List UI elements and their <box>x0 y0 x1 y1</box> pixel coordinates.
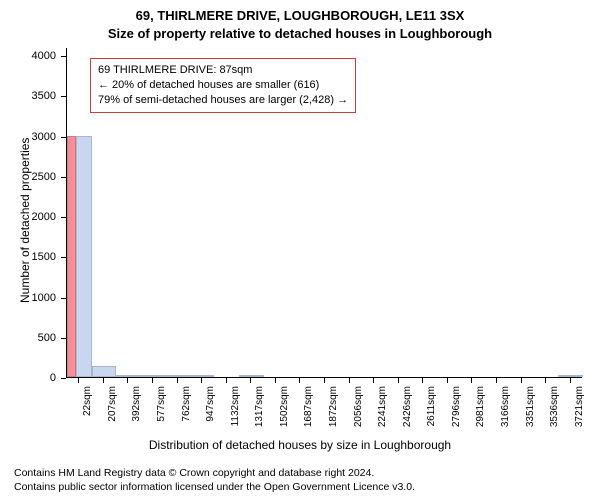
x-tick-label: 2981sqm <box>475 386 486 427</box>
chart-bar <box>141 375 166 377</box>
x-tick <box>570 378 571 383</box>
y-tick <box>61 217 66 218</box>
chart-bar-highlight <box>67 136 76 377</box>
x-tick-label: 1502sqm <box>279 386 290 427</box>
y-tick-label: 2500 <box>0 171 56 183</box>
info-line-1: 69 THIRLMERE DRIVE: 87sqm <box>98 63 348 78</box>
x-tick <box>275 378 276 383</box>
x-tick <box>521 378 522 383</box>
x-tick-label: 392sqm <box>131 386 142 422</box>
x-tick-label: 577sqm <box>156 386 167 422</box>
x-tick-label: 2796sqm <box>451 386 462 427</box>
page-title-line1: 69, THIRLMERE DRIVE, LOUGHBOROUGH, LE11 … <box>0 8 600 23</box>
x-tick-label: 22sqm <box>82 386 93 416</box>
x-tick <box>324 378 325 383</box>
x-tick <box>152 378 153 383</box>
x-tick-label: 2426sqm <box>402 386 413 427</box>
chart-bar <box>558 375 583 377</box>
x-tick <box>447 378 448 383</box>
x-tick-label: 1317sqm <box>254 386 265 427</box>
x-tick <box>201 378 202 383</box>
chart-bar <box>92 366 117 377</box>
chart-bar <box>239 375 264 377</box>
y-tick-label: 1000 <box>0 292 56 304</box>
x-tick <box>127 378 128 383</box>
x-tick-label: 3536sqm <box>549 386 560 427</box>
x-tick-label: 2611sqm <box>426 386 437 426</box>
x-tick <box>496 378 497 383</box>
chart-bar <box>190 375 215 377</box>
y-tick-label: 3000 <box>0 131 56 143</box>
x-tick-label: 3166sqm <box>500 386 511 427</box>
y-tick-label: 4000 <box>0 50 56 62</box>
y-tick-label: 1500 <box>0 251 56 263</box>
y-tick <box>61 96 66 97</box>
x-tick <box>250 378 251 383</box>
info-annotation-box: 69 THIRLMERE DRIVE: 87sqm ← 20% of detac… <box>90 58 356 113</box>
y-tick <box>61 137 66 138</box>
x-tick <box>349 378 350 383</box>
footer-line-1: Contains HM Land Registry data © Crown c… <box>14 466 415 480</box>
x-tick <box>177 378 178 383</box>
x-tick <box>422 378 423 383</box>
y-tick-label: 2000 <box>0 211 56 223</box>
y-tick <box>61 177 66 178</box>
y-tick <box>61 298 66 299</box>
x-tick-label: 947sqm <box>205 386 216 422</box>
x-tick <box>299 378 300 383</box>
chart-container: 69, THIRLMERE DRIVE, LOUGHBOROUGH, LE11 … <box>0 0 600 500</box>
footer-attribution: Contains HM Land Registry data © Crown c… <box>14 466 415 494</box>
x-tick-label: 2241sqm <box>377 386 388 427</box>
x-tick <box>103 378 104 383</box>
x-tick-label: 1872sqm <box>328 386 339 427</box>
x-axis-label: Distribution of detached houses by size … <box>0 438 600 452</box>
x-tick <box>78 378 79 383</box>
info-line-3: 79% of semi-detached houses are larger (… <box>98 93 348 108</box>
x-tick <box>471 378 472 383</box>
footer-line-2: Contains public sector information licen… <box>14 480 415 494</box>
x-tick-label: 3721sqm <box>574 386 585 427</box>
y-tick <box>61 338 66 339</box>
y-tick-label: 3500 <box>0 90 56 102</box>
x-tick-label: 207sqm <box>107 386 118 422</box>
info-line-2: ← 20% of detached houses are smaller (61… <box>98 78 348 93</box>
chart-bar <box>76 136 92 377</box>
chart-bar <box>165 375 190 377</box>
y-tick-label: 0 <box>0 372 56 384</box>
page-title-line2: Size of property relative to detached ho… <box>0 26 600 41</box>
x-tick-label: 2056sqm <box>353 386 364 427</box>
x-tick <box>373 378 374 383</box>
x-tick-label: 3351sqm <box>525 386 536 427</box>
y-tick <box>61 56 66 57</box>
y-tick <box>61 257 66 258</box>
chart-bar <box>116 375 141 377</box>
x-tick-label: 1132sqm <box>230 386 241 426</box>
x-tick <box>226 378 227 383</box>
x-tick-label: 762sqm <box>181 386 192 422</box>
y-tick <box>61 378 66 379</box>
x-tick <box>545 378 546 383</box>
y-tick-label: 500 <box>0 332 56 344</box>
x-tick <box>398 378 399 383</box>
x-tick-label: 1687sqm <box>303 386 314 427</box>
